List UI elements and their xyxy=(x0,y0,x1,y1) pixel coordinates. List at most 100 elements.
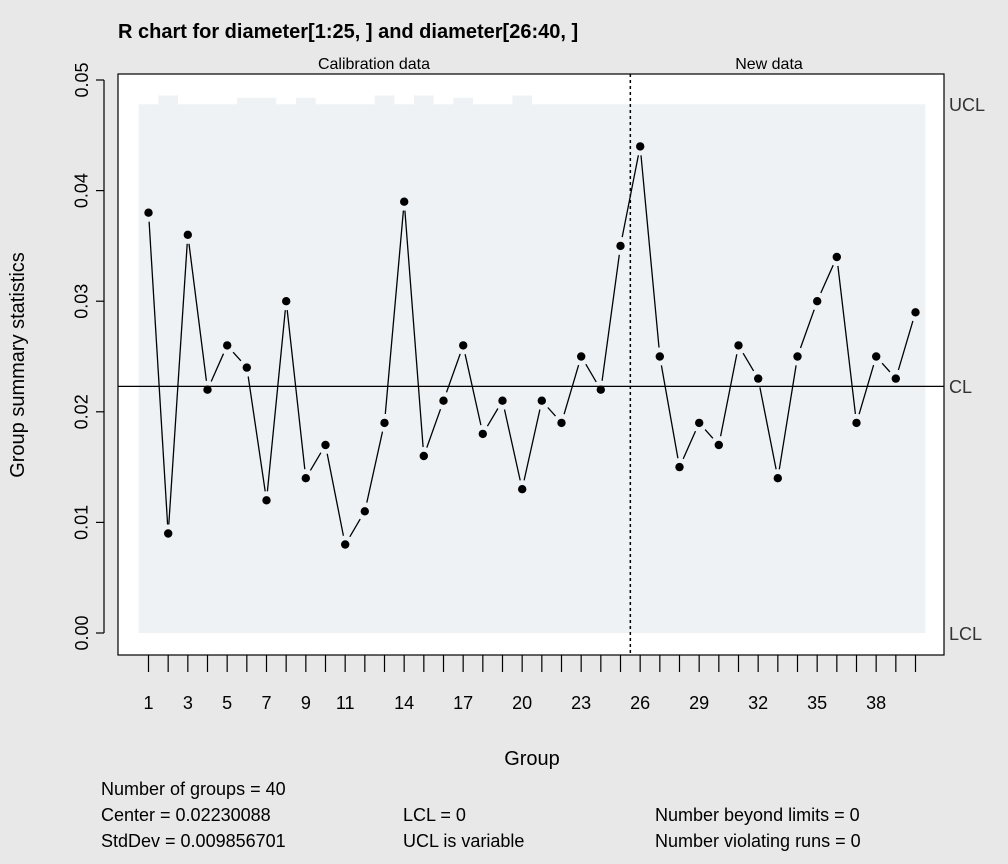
series-segment xyxy=(210,353,225,382)
series-segment xyxy=(563,364,580,415)
ucl-band xyxy=(138,95,926,633)
series-segment xyxy=(464,354,482,426)
series-segment xyxy=(309,452,322,471)
data-point xyxy=(734,341,743,350)
series-segment xyxy=(349,518,361,538)
data-point xyxy=(400,197,409,206)
series-segment xyxy=(858,364,875,415)
x-tick-label: 1 xyxy=(143,693,153,713)
ucl-label: UCL xyxy=(949,95,985,115)
data-point xyxy=(675,462,684,472)
series-segment xyxy=(247,376,266,492)
series-segment xyxy=(585,363,597,383)
data-point xyxy=(282,297,291,306)
data-point xyxy=(203,385,212,394)
y-axis: 0.00 0.01 0.02 0.03 0.04 0.05 xyxy=(72,62,105,651)
series-segment xyxy=(759,387,777,470)
stat-ucl: UCL is variable xyxy=(403,831,525,851)
x-tick-label: 9 xyxy=(301,693,311,713)
series-segment xyxy=(547,407,556,417)
y-axis-label: Group summary statistics xyxy=(7,252,29,478)
data-point xyxy=(341,540,350,549)
series-segment xyxy=(188,243,208,381)
x-axis: 1 3 5 7 9 11 14 17 20 23 26 29 32 35 38 xyxy=(143,655,917,713)
data-point xyxy=(872,352,881,361)
x-tick-label: 35 xyxy=(807,693,827,713)
stat-number-of-groups: Number of groups = 40 xyxy=(101,779,286,799)
series-segment xyxy=(897,320,914,371)
data-point xyxy=(636,142,645,151)
stat-lcl: LCL = 0 xyxy=(403,805,466,825)
y-tick-label: 0.03 xyxy=(72,284,92,319)
data-point xyxy=(813,297,822,306)
series-segment xyxy=(326,453,345,536)
series-segment xyxy=(820,264,834,294)
series-segment xyxy=(426,408,442,448)
y-tick-label: 0.05 xyxy=(72,62,92,97)
data-point xyxy=(891,374,900,383)
data-point xyxy=(223,341,232,350)
x-axis-label: Group xyxy=(504,748,560,770)
series-segment xyxy=(523,409,541,481)
lcl-label: LCL xyxy=(949,624,982,644)
data-point xyxy=(754,374,763,383)
data-point xyxy=(518,485,527,494)
series-segment xyxy=(601,254,620,381)
x-tick-label: 38 xyxy=(866,693,886,713)
series-segment xyxy=(719,354,738,437)
series-segment xyxy=(778,365,797,470)
series-segment xyxy=(266,310,286,492)
series-segment xyxy=(148,221,169,525)
series-segment xyxy=(366,431,384,503)
data-point xyxy=(459,341,468,350)
x-tick-label: 32 xyxy=(748,693,768,713)
series-segment xyxy=(640,155,660,348)
series-lines xyxy=(148,155,914,538)
data-point xyxy=(577,352,586,361)
x-tick-label: 20 xyxy=(512,693,532,713)
series-segment xyxy=(742,352,755,372)
series-segment xyxy=(837,265,857,414)
series-segment xyxy=(682,430,697,460)
y-tick-label: 0.01 xyxy=(72,505,92,540)
data-point xyxy=(773,474,782,483)
data-point xyxy=(144,208,153,217)
series-segment xyxy=(799,309,815,349)
stat-stddev: StdDev = 0.009856701 xyxy=(101,831,286,851)
x-tick-label: 14 xyxy=(394,693,414,713)
chart-title: R chart for diameter[1:25, ] and diamete… xyxy=(118,21,578,43)
series-segment xyxy=(404,210,424,448)
data-point xyxy=(714,440,723,450)
x-tick-label: 7 xyxy=(261,693,271,713)
data-point xyxy=(242,363,251,372)
x-tick-label: 23 xyxy=(571,693,591,713)
series-segment xyxy=(881,362,891,373)
series-segment xyxy=(660,365,679,459)
data-point xyxy=(439,396,448,405)
stat-center: Center = 0.02230088 xyxy=(101,805,271,825)
data-point xyxy=(164,529,173,538)
x-tick-label: 26 xyxy=(630,693,650,713)
series-segment xyxy=(445,353,461,393)
data-point xyxy=(498,396,507,405)
stat-violating-runs: Number violating runs = 0 xyxy=(655,831,861,851)
data-point xyxy=(321,440,330,450)
data-point xyxy=(596,385,605,394)
data-point xyxy=(852,418,861,428)
series-segment xyxy=(486,408,499,427)
y-tick-label: 0.00 xyxy=(72,615,92,650)
data-point xyxy=(537,396,546,405)
data-point xyxy=(655,352,664,361)
cl-label: CL xyxy=(949,377,972,397)
series-segment xyxy=(286,310,306,470)
data-point xyxy=(616,241,625,251)
series-points xyxy=(144,142,920,549)
data-point xyxy=(262,496,271,505)
series-segment xyxy=(384,210,405,414)
x-tick-label: 3 xyxy=(183,693,193,713)
x-tick-label: 5 xyxy=(222,693,232,713)
series-segment xyxy=(168,243,188,525)
data-point xyxy=(419,451,428,461)
section-label-calibration: Calibration data xyxy=(318,56,430,73)
